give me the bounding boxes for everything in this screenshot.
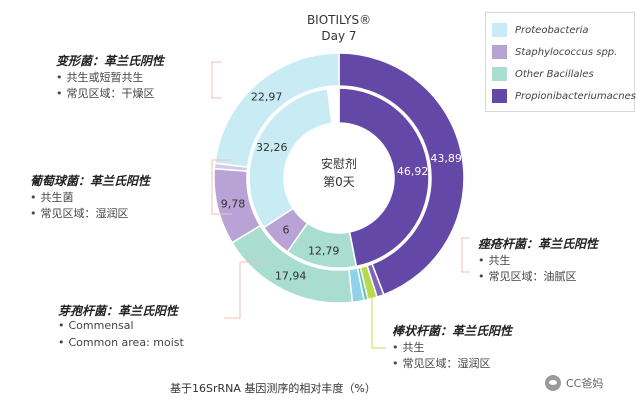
annotation-connectors: [211, 61, 470, 349]
chart-subtitle: Day 7: [321, 29, 356, 43]
slice-label: 17,94: [275, 270, 307, 283]
annotation-line: • 共生: [392, 341, 425, 354]
annotation-line: • Commensal: [58, 319, 134, 332]
legend-item-proteobacteria: Proteobacteria: [492, 19, 628, 41]
slice-label: 22,97: [251, 90, 283, 103]
annotation-line: • Common area: moist: [58, 336, 184, 349]
annotation-text: 共生菌: [40, 191, 74, 204]
slice-labels: 46,92 12,79 6 32,26 43,89 17,94 9,78 22,97: [221, 90, 462, 282]
annotation-line: • 共生菌: [30, 191, 74, 204]
connector-acnes: [461, 237, 470, 273]
annotation-line: • 共生或短暂共生: [56, 71, 144, 84]
annotation-line: • 常见区域：湿润区: [30, 207, 129, 220]
slice-label: 32,26: [256, 141, 288, 154]
connector-staphylococcus: [211, 159, 232, 215]
annotation-text: 常见区域：湿润区: [402, 357, 491, 370]
legend-label: Propionibacteriumacnes: [515, 90, 636, 102]
legend-label: Proteobacteria: [515, 24, 589, 36]
slice-inner-other: [326, 87, 340, 125]
annotation-title-proteobacteria: 变形菌：革兰氏阴性: [56, 54, 165, 68]
legend-item-staphylococcus: Staphylococcus spp.: [492, 41, 628, 63]
slice-outer-propionibacteriumacnes: [338, 52, 465, 296]
slice-label: 46,92: [397, 165, 429, 178]
center-label-line2: 第0天: [323, 175, 355, 189]
inner-ring: [248, 87, 430, 269]
legend-swatch: [492, 67, 507, 81]
wechat-icon: [545, 375, 561, 391]
annotation-text: 常见区域：湿润区: [40, 207, 129, 220]
slice-inner-propionibacteriumacnes: [338, 87, 430, 268]
connector-coryne: [365, 295, 386, 349]
watermark-text: CC爸妈: [566, 377, 604, 390]
chart-caption: 基于16SrRNA 基因测序的相对丰度（%）: [170, 382, 376, 395]
slice-label: 43,89: [430, 152, 462, 165]
legend-label: Staphylococcus spp.: [515, 46, 618, 58]
annotation-title-coryne: 棒状杆菌：革兰氏阳性: [392, 324, 513, 338]
outer-ring: [213, 52, 465, 304]
annotation-text: 常见区域：油腻区: [488, 270, 577, 283]
center-label-line1: 安慰剂: [321, 156, 357, 171]
connector-proteobacteria: [211, 61, 222, 99]
legend-item-acnes: Propionibacteriumacnes: [492, 85, 636, 107]
legend-swatch: [492, 89, 507, 103]
legend: Proteobacteria Staphylococcus spp. Other…: [485, 12, 636, 112]
annotation-text: 共生: [488, 254, 511, 267]
watermark: CC爸妈: [545, 374, 603, 392]
legend-swatch: [492, 23, 507, 37]
chart-title: BIOTILYS®: [307, 13, 371, 27]
slice-outer-proteobacteria: [214, 52, 340, 168]
slice-label: 9,78: [221, 197, 246, 210]
annotation-line: • 常见区域：湿润区: [392, 357, 491, 370]
legend-item-bacillales: Other Bacillales: [492, 63, 628, 85]
annotation-title-bacillales: 芽孢杆菌：革兰氏阳性: [58, 304, 179, 318]
slice-inner-proteobacteria: [248, 87, 333, 229]
annotation-text: Common area: moist: [68, 336, 184, 349]
annotation-line: • 常见区域：干燥区: [56, 87, 155, 100]
annotation-line: • 共生: [478, 254, 511, 267]
legend-swatch: [492, 45, 507, 59]
legend-label: Other Bacillales: [515, 68, 594, 80]
annotation-title-staphylococcus: 葡萄球菌：革兰氏阳性: [30, 174, 151, 188]
slice-label: 6: [282, 224, 289, 237]
annotation-line: • 常见区域：油腻区: [478, 270, 577, 283]
annotation-text: 共生: [402, 341, 425, 354]
annotation-title-acnes: 痤疮杆菌：革兰氏阳性: [478, 237, 599, 251]
annotation-text: 常见区域：干燥区: [66, 87, 155, 100]
annotation-text: Commensal: [68, 319, 134, 332]
annotation-text: 共生或短暂共生: [66, 71, 144, 84]
connector-bacillales: [224, 261, 265, 319]
slice-label: 12,79: [308, 244, 340, 257]
